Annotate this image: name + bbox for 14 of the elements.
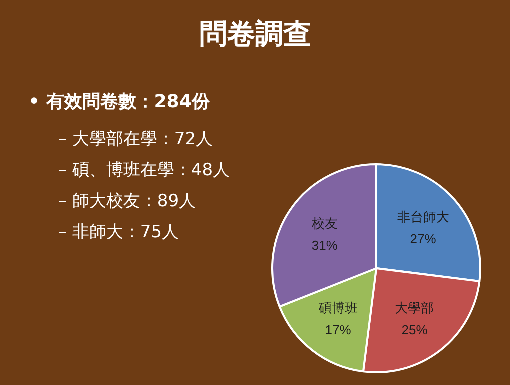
slice-label: 非台師大 [397, 210, 450, 225]
slice-label: 大學部 [395, 300, 434, 316]
chart-title: 問卷調查 [200, 18, 312, 50]
data-label: 17% [325, 322, 352, 338]
data-label: 31% [312, 238, 338, 253]
text: – 碩、博班在學：48人 [58, 160, 230, 180]
text: • 有效問卷數：284份 [28, 92, 211, 112]
data-label: 25% [402, 322, 428, 338]
slice-label: 碩博班 [318, 300, 358, 316]
text: – 大學部在學：72人 [58, 130, 214, 150]
data-label: 27% [410, 232, 437, 247]
text: – 師大校友：89人 [58, 192, 196, 212]
text: – 非師大：75人 [58, 222, 180, 242]
slice-label: 校友 [310, 216, 338, 231]
